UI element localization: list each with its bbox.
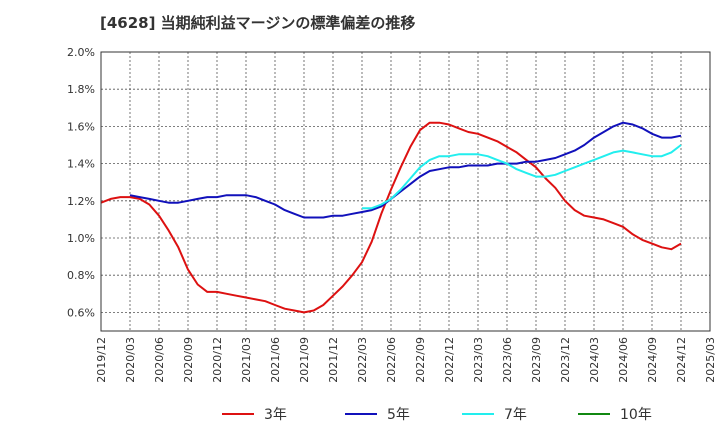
chart-title: [4628] 当期純利益マージンの標準偏差の推移 (100, 14, 416, 32)
y-tick-label: 1.0% (67, 232, 95, 245)
legend-label: 10年 (620, 407, 652, 423)
series-line-3年 (100, 121, 682, 314)
x-tick-label: 2024/12 (675, 337, 688, 383)
y-tick-label: 1.8% (67, 83, 95, 96)
x-tick-label: 2021/09 (298, 337, 311, 383)
y-tick-label: 1.4% (67, 158, 95, 171)
legend-label: 3年 (264, 407, 287, 423)
x-tick-label: 2022/06 (385, 337, 398, 383)
grid (101, 52, 710, 331)
x-tick-label: 2023/06 (501, 337, 514, 383)
x-tick-label: 2021/06 (269, 337, 282, 383)
x-tick-label: 2023/03 (472, 337, 485, 383)
x-tick-label: 2022/12 (443, 337, 456, 383)
legend-label: 5年 (387, 407, 410, 423)
x-tick-label: 2020/06 (153, 337, 166, 383)
plot-frame (100, 51, 711, 332)
x-tick-label: 2019/12 (95, 337, 108, 383)
x-tick-label: 2024/03 (588, 337, 601, 383)
series-line-5年 (129, 121, 682, 219)
x-tick-label: 2021/03 (240, 337, 253, 383)
legend: 3年 5年 7年 10年 (222, 407, 652, 423)
y-tick-label: 1.2% (67, 195, 95, 208)
y-tick-label: 0.6% (67, 306, 95, 319)
x-tick-label: 2024/06 (617, 337, 630, 383)
x-tick-label: 2020/12 (211, 337, 224, 383)
x-tick-label: 2020/09 (182, 337, 195, 383)
x-tick-label: 2025/03 (704, 337, 717, 383)
x-tick-label: 2024/09 (646, 337, 659, 383)
x-axis-ticks: 2019/12 2020/03 2020/06 2020/09 2020/12 2021/… (95, 337, 717, 383)
x-tick-label: 2022/03 (356, 337, 369, 383)
y-tick-label: 2.0% (67, 46, 95, 59)
y-tick-label: 0.8% (67, 269, 95, 282)
x-tick-label: 2023/12 (559, 337, 572, 383)
x-tick-label: 2021/12 (327, 337, 340, 383)
y-axis-ticks: 0.6% 0.8% 1.0% 1.2% 1.4% 1.6% 1.8% 2.0% (67, 46, 95, 319)
y-tick-label: 1.6% (67, 120, 95, 133)
x-tick-label: 2020/03 (124, 337, 137, 383)
x-tick-label: 2023/09 (530, 337, 543, 383)
series-lines (100, 121, 682, 314)
series-line-7年 (362, 144, 682, 210)
x-tick-label: 2022/09 (414, 337, 427, 383)
legend-label: 7年 (504, 407, 527, 423)
